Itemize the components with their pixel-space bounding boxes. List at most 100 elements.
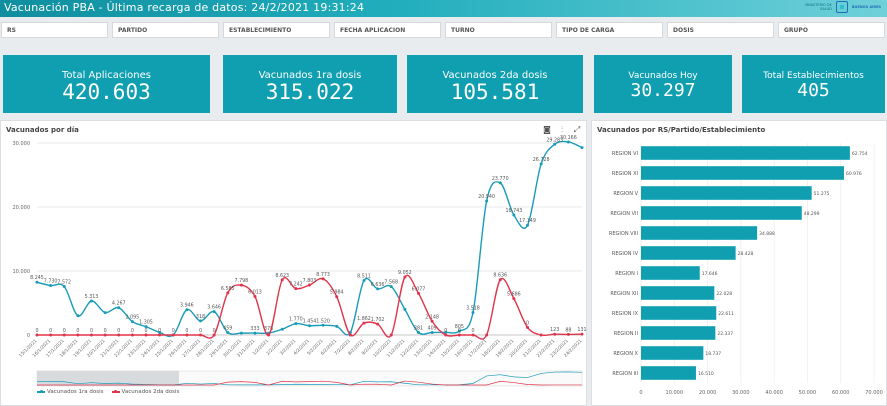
legend-item-2da-dosis[interactable]: Vacunados 2da dosis <box>111 389 179 395</box>
category-label: REGION VII <box>610 211 638 217</box>
bar <box>641 166 844 180</box>
bar-value-label: 22.028 <box>716 291 732 297</box>
data-point <box>144 325 148 329</box>
data-point <box>348 333 352 337</box>
data-point <box>239 283 243 287</box>
x-tick-label: 40.000 <box>765 390 783 396</box>
data-label: 123 <box>550 327 559 333</box>
data-point <box>498 181 502 185</box>
data-point <box>321 323 325 327</box>
data-point <box>403 275 407 279</box>
filter-fecha-aplicacion[interactable]: FECHA APLICACION <box>334 22 441 38</box>
category-label: REGION XII <box>610 291 638 297</box>
bar-value-label: 51.275 <box>814 191 830 197</box>
filter-establecimiento[interactable]: ESTABLECIMIENTO <box>223 22 330 38</box>
data-label: 0 <box>104 328 107 334</box>
category-label: REGION IX <box>612 311 639 317</box>
data-label: 4.267 <box>112 301 126 307</box>
data-point <box>199 333 202 337</box>
data-point <box>239 331 243 335</box>
filter-dosis[interactable]: DOSIS <box>667 22 774 38</box>
data-point <box>566 332 570 336</box>
data-label: 1.520 <box>316 318 330 324</box>
bar-value-label: 60.976 <box>846 171 862 177</box>
data-point <box>90 333 93 337</box>
filter-bar: RS PARTIDO ESTABLECIMIENTO FECHA APLICAC… <box>1 22 887 38</box>
data-label: 1.862 <box>357 316 371 322</box>
camera-icon[interactable]: ◙ <box>543 125 551 134</box>
x-tick-label: 10.000 <box>666 390 684 396</box>
y-tick-label: 20.000 <box>13 205 31 211</box>
filter-partido[interactable]: PARTIDO <box>112 22 219 38</box>
bar <box>641 206 802 220</box>
data-label: 318 <box>196 314 205 320</box>
filter-turno[interactable]: TURNO <box>445 22 552 38</box>
data-point <box>308 283 311 287</box>
data-point <box>212 310 216 314</box>
x-tick-label: 60.000 <box>832 390 850 396</box>
data-point <box>457 333 461 337</box>
data-point <box>294 287 298 291</box>
expand-icon[interactable]: ⤢ <box>573 125 581 134</box>
chart-toolbar: ◙ ⫶ ⤢ <box>543 126 581 134</box>
data-label: 459 <box>223 325 232 331</box>
data-label: 0 <box>213 328 216 334</box>
bar-value-label: 28.428 <box>738 251 754 257</box>
data-point <box>485 199 489 203</box>
navigator-series-1 <box>36 371 583 386</box>
data-point <box>457 329 461 333</box>
data-label: 8.773 <box>316 272 330 278</box>
data-point <box>117 333 121 337</box>
app-header: Vacunación PBA - Última recarga de datos… <box>0 0 887 17</box>
data-label: 8.245 <box>30 275 44 281</box>
kpi-total-aplicaciones: Total Aplicaciones 420.603 <box>3 55 210 113</box>
data-label: 805 <box>455 324 464 330</box>
bar <box>641 246 736 260</box>
filter-tipo-de-carga[interactable]: TIPO DE CARGA <box>556 22 663 38</box>
data-label: 7.730 <box>44 279 58 285</box>
data-point <box>62 285 66 289</box>
data-point <box>580 146 584 150</box>
data-label: 0 <box>131 328 134 334</box>
bar <box>641 366 696 380</box>
data-point <box>444 330 448 334</box>
data-point <box>49 284 53 288</box>
sliders-icon[interactable]: ⫶ <box>561 125 563 134</box>
bar-value-label: 18.737 <box>705 351 721 357</box>
bar-chart-panel: Vacunados por RS/Partido/Establecimiento… <box>591 120 887 406</box>
data-point <box>226 291 230 295</box>
data-label: 381 <box>414 326 423 332</box>
data-label: 1.305 <box>139 320 153 326</box>
bar-chart-title: Vacunados por RS/Partido/Establecimiento <box>597 126 766 134</box>
y-tick-label: 10.000 <box>13 269 31 275</box>
data-label: 2.095 <box>126 315 140 321</box>
category-label: REGION II <box>614 331 638 337</box>
category-label: REGION X <box>613 351 638 357</box>
data-label: 5.313 <box>85 294 99 300</box>
legend-item-1ra-dosis[interactable]: Vacunados 1ra dosis <box>37 389 104 395</box>
data-label: 7.568 <box>384 280 398 286</box>
data-point <box>35 333 39 337</box>
data-point <box>49 333 53 337</box>
bar <box>641 346 704 360</box>
data-label: 3.518 <box>466 305 480 311</box>
data-point <box>171 333 175 337</box>
bar-value-label: 62.754 <box>852 151 868 157</box>
y-tick-label: 30.000 <box>13 141 31 147</box>
data-point <box>335 295 339 299</box>
data-point <box>417 331 420 335</box>
bar-value-label: 48.299 <box>804 211 820 217</box>
data-point <box>580 332 584 336</box>
kpi-vacunados-2da-dosis: Vacunados 2da dosis 105.581 <box>407 55 583 113</box>
data-point <box>376 287 380 291</box>
kpi-vacunados-1ra-dosis: Vacunados 1ra dosis 315.022 <box>223 55 397 113</box>
data-point <box>430 319 434 323</box>
data-label: 3.946 <box>180 303 194 309</box>
data-label: 8.511 <box>357 274 371 280</box>
data-point <box>526 325 529 329</box>
data-point <box>553 332 557 336</box>
filter-grupo[interactable]: GRUPO <box>778 22 885 38</box>
bar-value-label: 16.510 <box>698 371 714 377</box>
data-label: 0 <box>444 328 447 334</box>
filter-rs[interactable]: RS <box>1 22 108 38</box>
